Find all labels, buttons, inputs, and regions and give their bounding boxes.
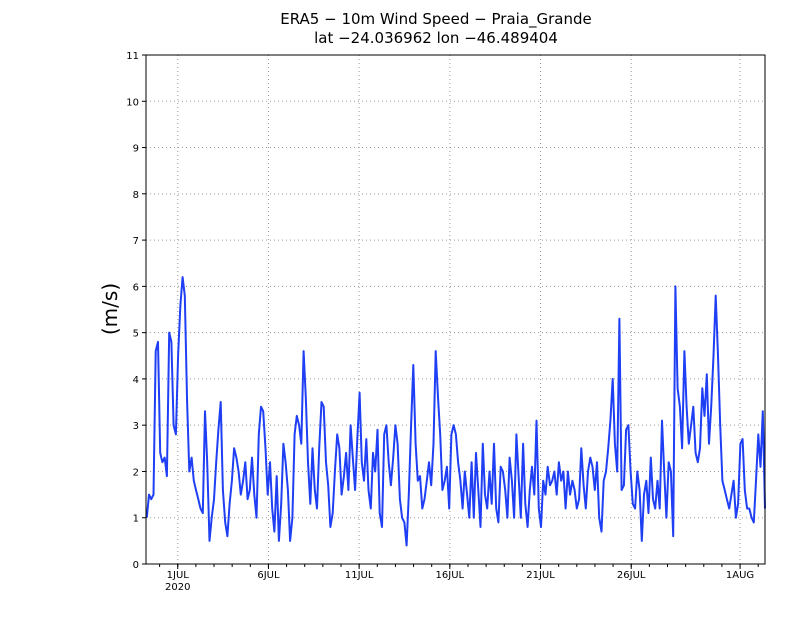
y-tick-label: 2 (133, 467, 139, 478)
x-tick-label: 11JUL (345, 570, 374, 581)
y-tick-label: 10 (126, 97, 139, 108)
plot-frame (145, 54, 766, 565)
y-tick-label: 4 (133, 375, 139, 386)
series-group (145, 276, 766, 547)
x-tick-sublabel: 2020 (165, 582, 190, 593)
y-tick-label: 11 (126, 51, 139, 62)
y-tick-label: 6 (133, 282, 139, 293)
y-tick-label: 0 (133, 560, 139, 571)
y-tick-label: 1 (133, 514, 139, 525)
y-tick-label: 9 (133, 144, 139, 155)
x-tick-label: 6JUL (257, 570, 280, 581)
x-tick-label: 26JUL (617, 570, 646, 581)
x-tick-label: 1JUL (167, 570, 190, 581)
y-tick-label: 8 (133, 190, 139, 201)
y-tick-label: 7 (133, 236, 139, 247)
y-tick-label: 5 (133, 329, 139, 340)
x-tick-label: 16JUL (436, 570, 465, 581)
y-axis-label: (m/s) (98, 283, 122, 335)
x-tick-label: 1AUG (726, 570, 754, 581)
chart-subtitle: lat −24.036962 lon −46.489404 (314, 29, 558, 47)
chart-title: ERA5 − 10m Wind Speed − Praia_Grande (280, 10, 592, 29)
x-tick-label: 21JUL (526, 570, 555, 581)
y-tick-label: 3 (133, 421, 139, 432)
series-line-wind-speed (145, 276, 766, 547)
